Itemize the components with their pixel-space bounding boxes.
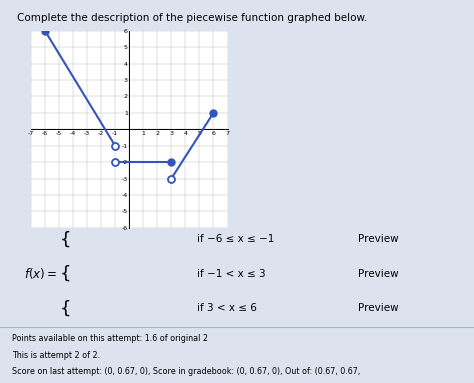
Text: Complete the description of the piecewise function graphed below.: Complete the description of the piecewis… (17, 13, 367, 23)
Text: Preview: Preview (358, 303, 398, 313)
Text: {: { (59, 265, 71, 283)
Text: if −6 ≤ x ≤ −1: if −6 ≤ x ≤ −1 (197, 234, 274, 244)
Text: Score on last attempt: (0, 0.67, 0), Score in gradebook: (0, 0.67, 0), Out of: (: Score on last attempt: (0, 0.67, 0), Sco… (12, 367, 360, 376)
Text: Points available on this attempt: 1.6 of original 2: Points available on this attempt: 1.6 of… (12, 334, 208, 343)
Text: Preview: Preview (358, 234, 398, 244)
Text: {: { (59, 300, 71, 317)
Text: if −1 < x ≤ 3: if −1 < x ≤ 3 (197, 269, 265, 279)
Text: {: { (59, 231, 71, 248)
Text: $f(x) = $: $f(x) = $ (24, 266, 57, 282)
Text: Preview: Preview (358, 269, 398, 279)
Text: if 3 < x ≤ 6: if 3 < x ≤ 6 (197, 303, 256, 313)
Text: This is attempt 2 of 2.: This is attempt 2 of 2. (12, 351, 100, 360)
